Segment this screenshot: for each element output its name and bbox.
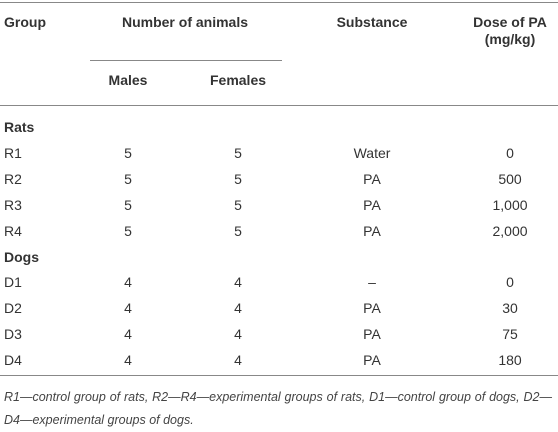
table-cell: R3	[4, 196, 22, 213]
footnote: R1—control group of rats, R2—R4—experime…	[4, 390, 552, 427]
table-cell: PA	[363, 196, 381, 213]
table-cell: 5	[124, 144, 132, 161]
table-cell: 4	[234, 352, 242, 369]
table-cell: 0	[506, 144, 514, 161]
header-cell: Group	[4, 14, 46, 30]
table-cell: D4	[4, 352, 22, 369]
table-cell: 5	[124, 196, 132, 213]
table-cell: PA	[363, 352, 381, 369]
table-cell: 5	[234, 196, 242, 213]
table-cell: 5	[234, 222, 242, 239]
table-cell: 4	[124, 326, 132, 343]
section-label: Rats	[4, 119, 35, 135]
table-cell: PA	[363, 222, 381, 239]
table-cell: R1	[4, 144, 22, 161]
table-cell: R4	[4, 222, 22, 239]
table-cell: D2	[4, 300, 22, 317]
table-cell: 5	[234, 144, 242, 161]
table-cell: 180	[498, 352, 522, 369]
table-cell: 4	[234, 274, 242, 291]
table-cell: Water	[353, 144, 391, 161]
table-cell: 4	[234, 300, 242, 317]
header-cell: Dose of PA (mg/kg)	[473, 14, 547, 47]
table-cell: 2,000	[492, 222, 528, 239]
table-cell: PA	[363, 326, 381, 343]
span-rule	[90, 60, 282, 61]
table-cell: 4	[124, 352, 132, 369]
table-cell: D3	[4, 326, 22, 343]
section-label: Dogs	[4, 248, 39, 265]
table-cell: 4	[124, 300, 132, 317]
table-cell: R2	[4, 170, 22, 187]
table-cell: 75	[502, 326, 518, 343]
table-cell: D1	[4, 274, 22, 291]
table-cell: 5	[234, 170, 242, 187]
table-cell: 5	[124, 222, 132, 239]
table-cell: PA	[363, 300, 381, 317]
header-cell: Females	[209, 72, 267, 88]
table-cell: –	[368, 274, 376, 291]
bottom-rule	[0, 375, 558, 376]
table-cell: 1,000	[492, 196, 528, 213]
header-cell: Substance	[336, 14, 408, 30]
table-cell: 4	[234, 326, 242, 343]
header-rule	[0, 105, 558, 106]
header-cell: Number of animals	[121, 14, 249, 30]
top-rule	[0, 2, 558, 3]
table-cell: 0	[506, 274, 514, 291]
header-cell: Males	[108, 72, 148, 88]
table-cell: PA	[363, 170, 381, 187]
table-cell: 5	[124, 170, 132, 187]
table-cell: 4	[124, 274, 132, 291]
table-cell: 30	[502, 300, 518, 317]
table-cell: 500	[498, 170, 522, 187]
